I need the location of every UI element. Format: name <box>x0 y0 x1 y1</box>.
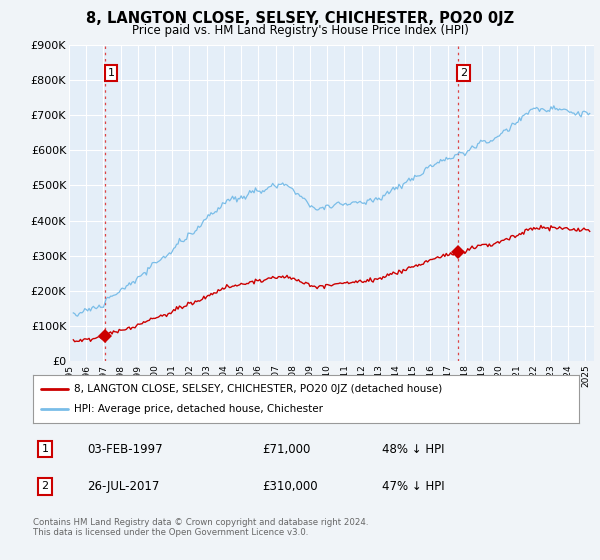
Text: 2: 2 <box>460 68 467 78</box>
Text: HPI: Average price, detached house, Chichester: HPI: Average price, detached house, Chic… <box>74 404 323 414</box>
Text: Contains HM Land Registry data © Crown copyright and database right 2024.
This d: Contains HM Land Registry data © Crown c… <box>33 518 368 538</box>
Text: Price paid vs. HM Land Registry's House Price Index (HPI): Price paid vs. HM Land Registry's House … <box>131 24 469 36</box>
Text: 03-FEB-1997: 03-FEB-1997 <box>88 442 163 456</box>
Text: 48% ↓ HPI: 48% ↓ HPI <box>382 442 445 456</box>
Text: 8, LANGTON CLOSE, SELSEY, CHICHESTER, PO20 0JZ: 8, LANGTON CLOSE, SELSEY, CHICHESTER, PO… <box>86 11 514 26</box>
Text: £71,000: £71,000 <box>262 442 311 456</box>
Text: 8, LANGTON CLOSE, SELSEY, CHICHESTER, PO20 0JZ (detached house): 8, LANGTON CLOSE, SELSEY, CHICHESTER, PO… <box>74 384 442 394</box>
Text: 1: 1 <box>107 68 115 78</box>
Text: 1: 1 <box>41 444 49 454</box>
Text: 47% ↓ HPI: 47% ↓ HPI <box>382 480 445 493</box>
Text: 2: 2 <box>41 482 49 492</box>
Text: £310,000: £310,000 <box>262 480 318 493</box>
Text: 26-JUL-2017: 26-JUL-2017 <box>88 480 160 493</box>
